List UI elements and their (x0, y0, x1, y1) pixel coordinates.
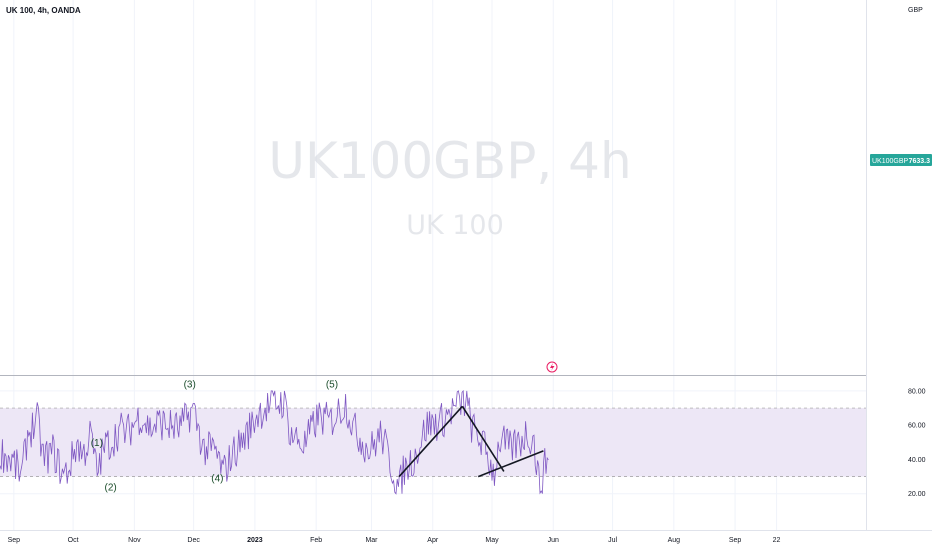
time-tick-label: Oct (68, 537, 79, 544)
time-tick-label: May (485, 537, 499, 544)
rsi-wave-label: (1) (91, 438, 103, 449)
symbol-header: UK 100, 4h, OANDA (6, 6, 81, 15)
time-tick-label: Feb (310, 537, 322, 544)
time-axis[interactable]: Sep Oct Nov Dec 2023 Feb Mar Apr May Jun Jul Aug Sep… (8, 537, 781, 544)
rsi-tick-label: 20.00 (908, 491, 926, 498)
rsi-wave-labels: (1) (2) (3) (4) (5) (91, 379, 338, 493)
price-badge-bg (870, 154, 932, 166)
lightning-glyph (550, 363, 555, 371)
rsi-tick-label: 80.00 (908, 388, 926, 395)
price-badge-value: 7633.3 (909, 158, 931, 165)
rsi-wave-label: (2) (105, 482, 117, 493)
time-tick-label: Dec (187, 537, 200, 544)
time-tick-label: Sep (729, 537, 742, 544)
rsi-tick-label: 60.00 (908, 423, 926, 430)
rsi-tick-label: 40.00 (908, 457, 926, 464)
time-tick-label: Nov (128, 537, 141, 544)
rsi-trendlines (398, 405, 544, 478)
price-badge-symbol: UK100GBP (872, 158, 909, 165)
rsi-wave-label: (4) (211, 474, 223, 485)
rsi-series (0, 389, 549, 495)
alert-marker[interactable] (546, 361, 558, 373)
rsi-trendline (477, 450, 544, 478)
rsi-trendline (398, 405, 463, 478)
time-tick-label: Jun (548, 537, 559, 544)
watermark-ticker: UK100GBP, 4h (268, 132, 631, 190)
currency-label: GBP (908, 7, 923, 14)
watermark-name: UK 100 (406, 210, 504, 241)
rsi-wave-label: (3) (184, 379, 196, 390)
rsi-line (0, 389, 549, 495)
time-tick-label: Jul (608, 537, 617, 544)
time-tick-label: 2023 (247, 537, 263, 544)
rsi-trendline (461, 405, 505, 472)
rsi-axis[interactable]: 80.00 60.00 40.00 20.00 (908, 388, 926, 498)
time-tick-label: Apr (427, 537, 439, 544)
rsi-band (0, 407, 866, 477)
rsi-wave-label: (5) (326, 379, 338, 390)
time-tick-label: Aug (668, 537, 681, 544)
time-tick-label: Sep (8, 537, 21, 544)
time-tick-label: 22 (773, 537, 781, 544)
time-tick-label: Mar (365, 537, 378, 544)
price-badge[interactable]: UK100GBP 7633.3 (870, 154, 932, 166)
